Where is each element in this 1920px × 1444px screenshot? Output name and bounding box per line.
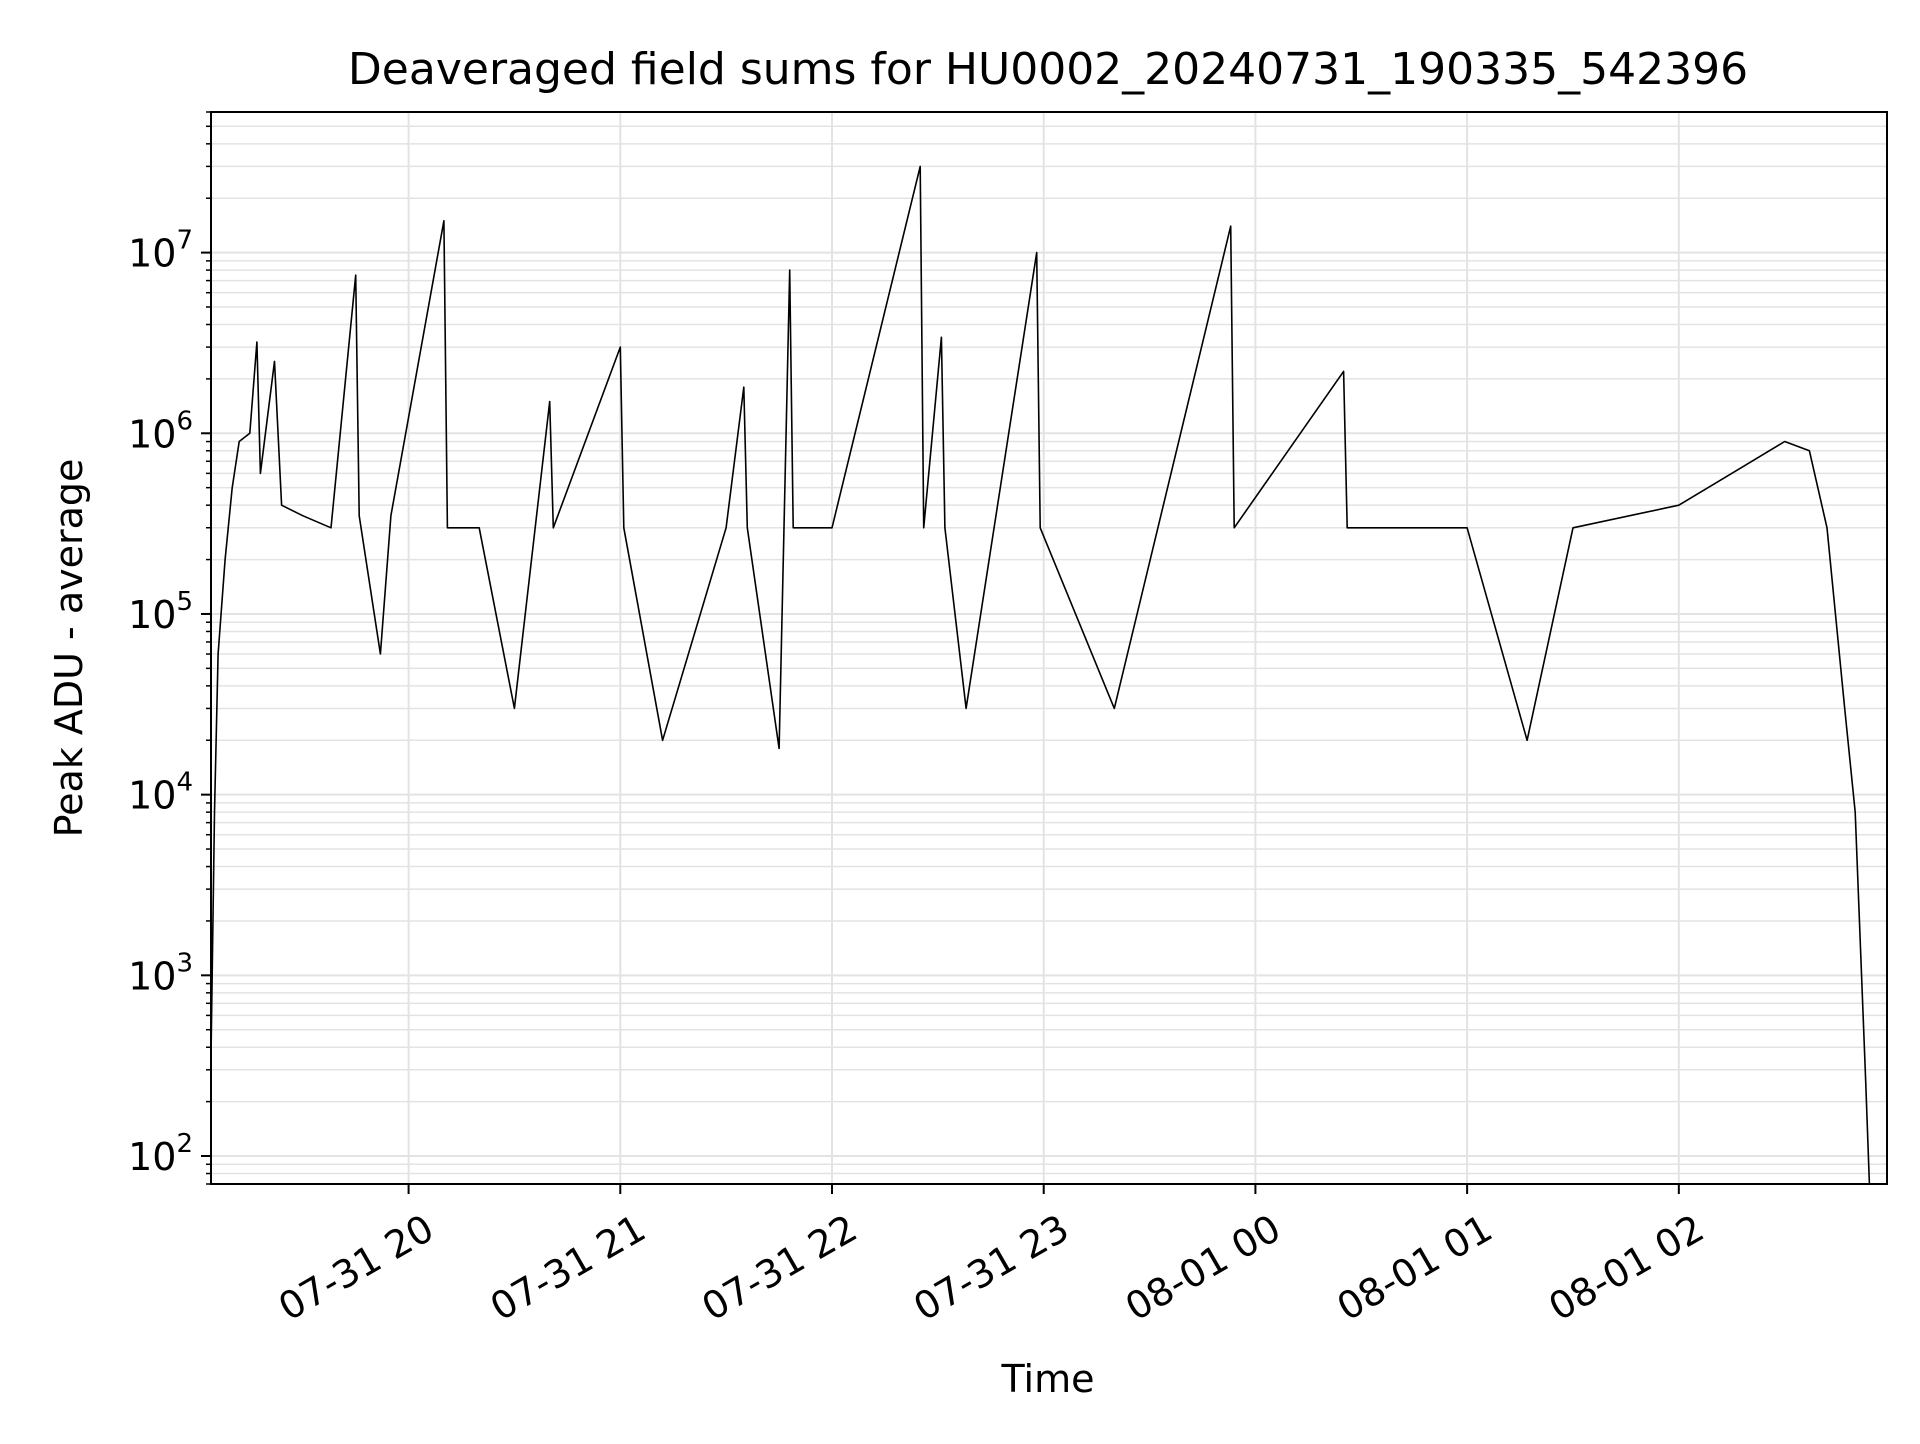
y-tick-exponent: 3 — [176, 948, 193, 978]
x-tick-label: 08-01 00 — [1118, 1206, 1288, 1330]
x-tick-label: 08-01 01 — [1330, 1206, 1500, 1330]
y-tick-base: 10 — [128, 232, 176, 276]
x-tick-label: 07-31 21 — [483, 1206, 653, 1330]
y-tick-label: 107 — [128, 226, 193, 276]
y-tick-label: 103 — [128, 948, 193, 998]
y-tick-label: 104 — [128, 768, 193, 818]
y-tick-base: 10 — [128, 774, 176, 818]
y-tick-exponent: 4 — [176, 768, 193, 798]
x-axis-label: Time — [1001, 1357, 1095, 1401]
x-tick-label: 07-31 22 — [695, 1206, 865, 1330]
y-tick-base: 10 — [128, 1135, 176, 1179]
plot-area — [210, 165, 1871, 1185]
y-tick-exponent: 6 — [176, 406, 193, 436]
y-tick-base: 10 — [128, 412, 176, 456]
y-tick-label: 106 — [128, 406, 193, 456]
series-line — [210, 165, 1871, 1185]
y-axis-label: Peak ADU - average — [47, 459, 91, 838]
grid — [211, 111, 1887, 1185]
chart-title: Deaveraged field sums for HU0002_2024073… — [348, 44, 1748, 95]
y-tick-exponent: 7 — [176, 226, 193, 256]
x-tick-label: 08-01 02 — [1541, 1206, 1711, 1330]
y-tick-base: 10 — [128, 954, 176, 998]
plot-frame — [210, 111, 1888, 1185]
x-tick-label: 07-31 20 — [271, 1206, 441, 1330]
y-tick-exponent: 5 — [176, 587, 193, 617]
y-tick-base: 10 — [128, 593, 176, 637]
x-tick-label: 07-31 23 — [906, 1206, 1076, 1330]
y-tick-label: 105 — [128, 587, 193, 637]
y-tick-exponent: 2 — [176, 1129, 193, 1159]
y-tick-label: 102 — [128, 1129, 193, 1179]
x-axis: 07-31 20 07-31 21 07-31 22 07-31 23 08-01 00… — [271, 1184, 1711, 1329]
